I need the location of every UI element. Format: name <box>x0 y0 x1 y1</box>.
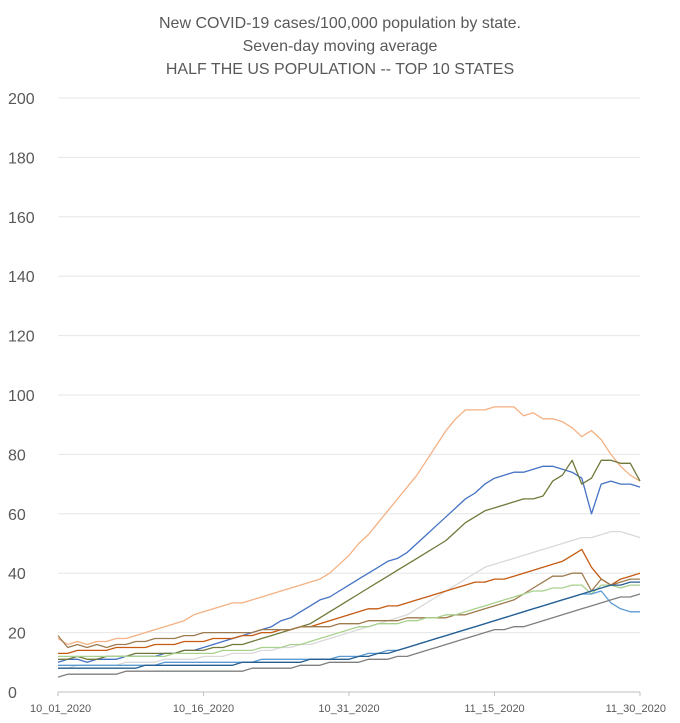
y-tick-label: 100 <box>8 388 35 405</box>
series-line-10 <box>58 581 640 669</box>
gridlines <box>57 97 641 696</box>
chart-title-line-2: Seven-day moving average <box>243 38 438 55</box>
series-line-5 <box>58 548 641 655</box>
x-tick-label: 11_15_2020 <box>464 703 524 715</box>
series-line-1 <box>57 406 641 646</box>
y-tick-label: 60 <box>8 507 26 524</box>
x-tick-label: 10_16_2020 <box>173 703 234 715</box>
x-axis-tick-labels: 10_01_2020 10_16_2020 10_31_2020 11_15_2020… <box>30 703 666 715</box>
y-tick-label: 180 <box>8 150 35 167</box>
series-line-9 <box>57 593 641 678</box>
series-line-6 <box>57 572 640 649</box>
series-line-3 <box>58 459 641 660</box>
y-tick-label: 200 <box>8 91 35 108</box>
series-lines <box>57 406 641 678</box>
x-tick-label: 10_31_2020 <box>318 703 379 715</box>
x-tick-label: 10_01_2020 <box>30 703 91 715</box>
y-tick-label: 120 <box>8 329 35 346</box>
series-line-8 <box>58 590 640 666</box>
chart-title-line-1: New COVID-19 cases/100,000 population by… <box>159 15 521 32</box>
series-line-7 <box>58 584 640 658</box>
y-axis-tick-labels: 0 20 40 60 80 100 120 140 160 180 200 <box>8 91 35 702</box>
y-tick-label: 40 <box>8 566 26 583</box>
y-tick-label: 160 <box>8 210 35 227</box>
y-tick-label: 80 <box>8 447 26 464</box>
chart-title-line-3: HALF THE US POPULATION -- TOP 10 STATES <box>166 61 514 78</box>
y-tick-label: 140 <box>8 269 35 286</box>
series-line-4 <box>58 530 641 669</box>
y-tick-label: 20 <box>8 626 26 643</box>
x-tick-label: 11_30_2020 <box>606 703 666 715</box>
y-tick-label: 0 <box>8 685 17 702</box>
